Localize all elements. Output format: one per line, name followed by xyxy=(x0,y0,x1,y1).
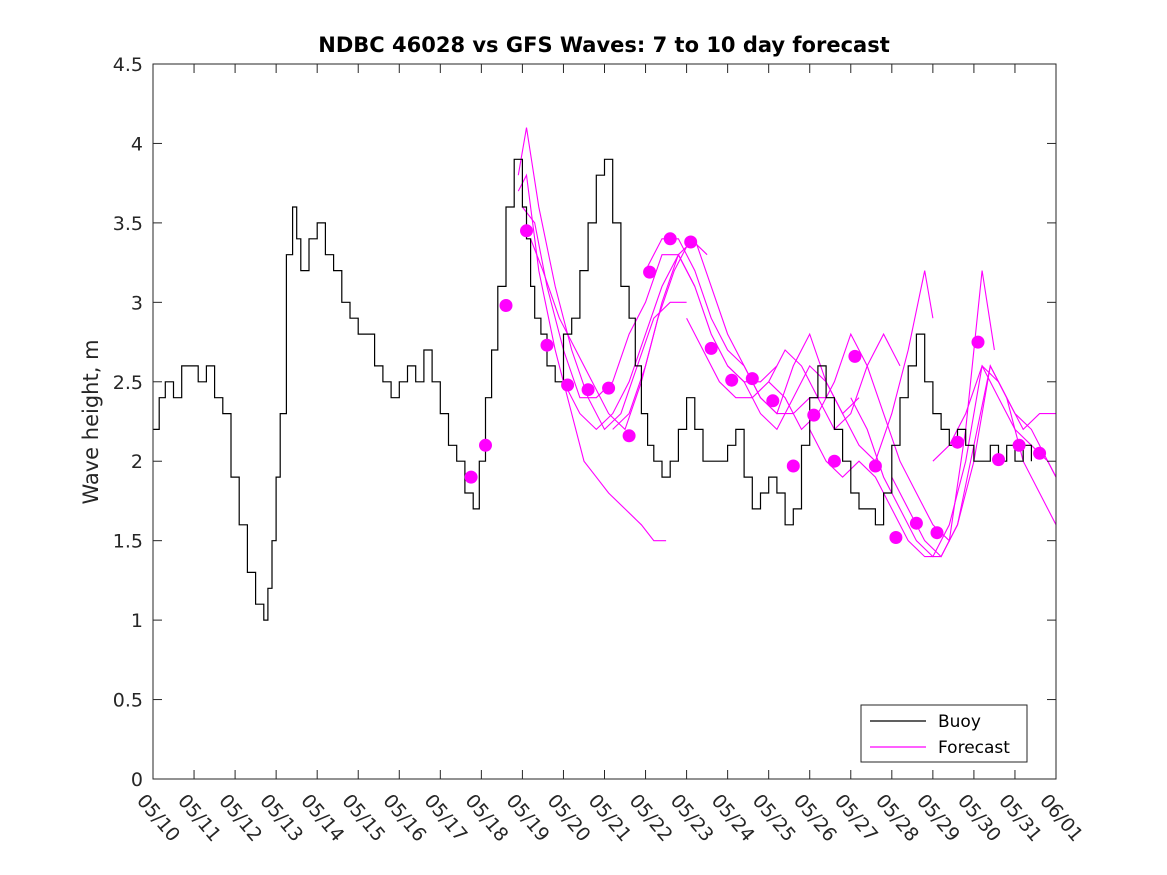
forecast-marker xyxy=(725,373,739,387)
y-axis-label: Wave height, m xyxy=(79,339,103,504)
forecast-marker xyxy=(479,438,492,452)
forecast-line-6 xyxy=(612,237,827,430)
forecast-marker xyxy=(684,235,698,249)
forecast-marker xyxy=(704,341,718,355)
forecast-marker xyxy=(1012,438,1026,452)
forecast-marker xyxy=(992,453,1005,467)
y-tick-label: 3 xyxy=(131,292,143,314)
y-tick-label: 2.5 xyxy=(113,372,143,394)
forecast-marker xyxy=(561,378,575,392)
forecast-marker xyxy=(889,531,903,544)
forecast-marker xyxy=(663,232,677,246)
forecast-marker xyxy=(581,383,595,397)
forecast-marker xyxy=(807,408,821,422)
y-tick-label: 4 xyxy=(131,133,143,155)
y-tick-label: 0 xyxy=(131,769,143,791)
forecast-marker xyxy=(520,224,533,238)
forecast-marker xyxy=(622,429,636,443)
y-tick-label: 4.5 xyxy=(113,54,143,76)
legend-label-buoy: Buoy xyxy=(938,712,981,732)
forecast-marker xyxy=(848,349,862,363)
forecast-marker xyxy=(643,265,657,279)
forecast-marker xyxy=(1033,446,1047,460)
plot-area xyxy=(152,63,1057,780)
y-axis-ticks: 0 0.5 1 1.5 2 2.5 3 3.5 4 4.5 xyxy=(113,54,1056,791)
forecast-marker xyxy=(499,299,513,312)
legend: Buoy Forecast xyxy=(860,704,1028,763)
forecast-line-4 xyxy=(530,237,708,431)
legend-label-forecast: Forecast xyxy=(938,738,1010,758)
buoy-line xyxy=(153,158,1032,621)
forecast-marker xyxy=(464,470,478,484)
y-tick-label: 0.5 xyxy=(113,690,143,712)
forecast-marker xyxy=(951,435,964,449)
forecast-line-10 xyxy=(768,270,995,542)
y-tick-label: 1.5 xyxy=(113,531,143,553)
y-tick-label: 3.5 xyxy=(113,213,143,235)
forecast-marker xyxy=(602,381,616,395)
forecast-marker xyxy=(909,516,923,530)
forecast-line-8 xyxy=(686,317,901,431)
forecast-marker xyxy=(868,459,882,473)
forecast-marker xyxy=(745,372,759,386)
forecast-marker xyxy=(540,338,554,352)
forecast-line-2 xyxy=(517,127,687,431)
forecast-line-12 xyxy=(850,364,1057,558)
forecast-marker xyxy=(971,335,985,349)
forecast-marker xyxy=(827,454,841,468)
legend-box xyxy=(860,704,1028,763)
y-tick-label: 1 xyxy=(131,610,143,632)
forecast-marker xyxy=(766,394,780,408)
forecast-marker xyxy=(930,526,944,540)
chart-title: NDBC 46028 vs GFS Waves: 7 to 10 day for… xyxy=(318,33,889,57)
y-tick-label: 2 xyxy=(131,451,143,473)
forecast-marker xyxy=(786,459,800,473)
